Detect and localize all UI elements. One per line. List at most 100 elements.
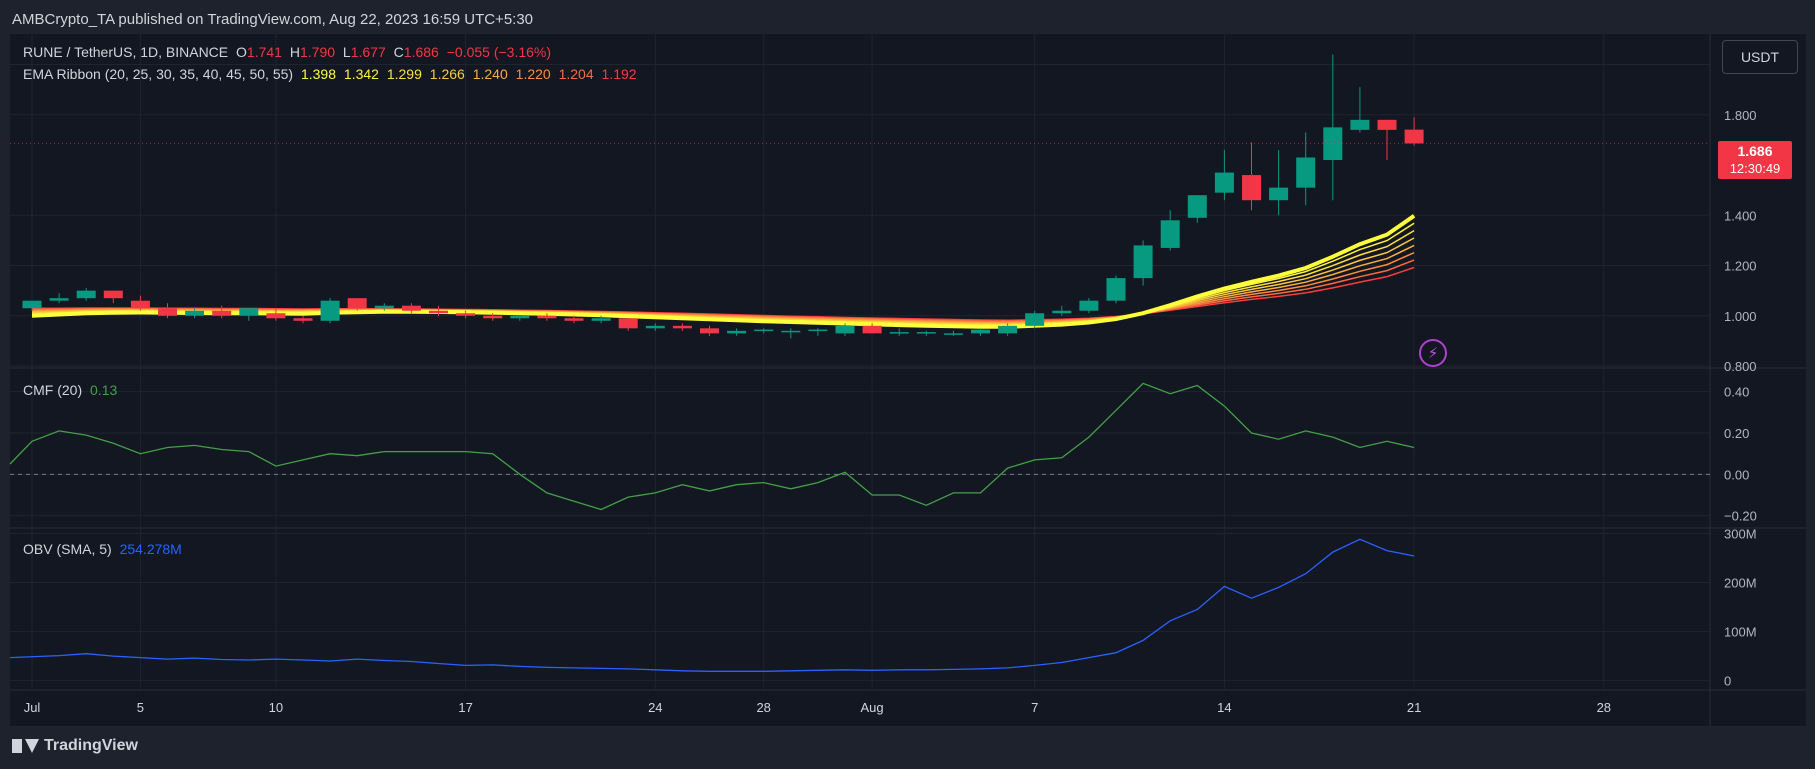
legend-ema-value: 1.204	[558, 66, 594, 82]
candle-body	[564, 318, 584, 321]
candle-body	[1214, 172, 1234, 193]
chart-frame	[10, 34, 1806, 726]
candle-body	[1296, 157, 1316, 188]
candle-body	[239, 308, 259, 316]
candle-body	[1133, 245, 1153, 279]
legend-o-label: O	[236, 44, 247, 60]
legend-open: 1.741	[246, 44, 282, 60]
candle-body	[1323, 127, 1343, 161]
obv-tick-label: 200M	[1724, 576, 1757, 591]
candle-body	[1242, 175, 1261, 201]
time-axis-label: 21	[1407, 700, 1421, 715]
candle-body	[998, 325, 1018, 334]
legend-ema-value: 1.220	[515, 66, 551, 82]
candle-body	[374, 305, 394, 309]
time-axis-label: 14	[1217, 700, 1231, 715]
bar-countdown: 12:30:49	[1729, 161, 1781, 176]
candle-body	[49, 298, 69, 301]
legend-ema-value: 1.398	[300, 66, 337, 82]
candle-body	[1404, 129, 1424, 144]
candle-body	[103, 290, 123, 299]
candle-body	[130, 300, 150, 309]
candle-body	[1052, 310, 1072, 314]
legend-h-label: H	[289, 44, 300, 60]
candle-body	[971, 329, 990, 334]
candle-body	[1106, 278, 1126, 301]
legend-obv-row: OBV (SMA, 5) 254.278M	[23, 541, 186, 557]
time-axis-label: 10	[269, 700, 283, 715]
legend-ema-value: 1.299	[386, 66, 422, 82]
legend-cmf-value: 0.13	[90, 382, 118, 398]
tradingview-logo[interactable]: TradingView	[12, 737, 138, 755]
legend-low: 1.677	[350, 44, 386, 60]
candle-body	[943, 333, 963, 335]
candle-body	[266, 313, 286, 319]
legend-ema-value: 1.192	[601, 66, 637, 82]
price-tick-label: 1.800	[1724, 108, 1757, 123]
candle-body	[618, 318, 638, 329]
legend-ema-value: 1.266	[429, 66, 465, 82]
obv-tick-label: 100M	[1724, 625, 1757, 640]
cmf-line	[9, 382, 1415, 511]
legend-obv-title: OBV (SMA, 5)	[23, 541, 112, 557]
price-tick-label: 1.000	[1724, 309, 1757, 324]
legend-high: 1.790	[299, 44, 336, 60]
candle-body	[781, 330, 801, 333]
legend-obv-value: 254.278M	[119, 541, 182, 557]
cmf-tick-label: 0.20	[1724, 426, 1749, 441]
legend-change: −0.055 (−3.16%)	[446, 44, 552, 60]
price-tick-label: 1.200	[1724, 259, 1757, 274]
legend-ema-value: 1.240	[472, 66, 508, 82]
candle-body	[1377, 119, 1397, 130]
tradingview-logo-text: TradingView	[44, 737, 138, 754]
candle-body	[76, 290, 96, 299]
last-price-value: 1.686	[1737, 143, 1773, 159]
time-axis-label: Jul	[24, 700, 41, 715]
legend-l-label: L	[342, 44, 351, 60]
candle-body	[727, 330, 747, 334]
time-axis-label: 28	[756, 700, 770, 715]
candle-body	[429, 310, 448, 314]
candle-body	[645, 325, 665, 329]
legend-close: 1.686	[403, 44, 439, 60]
lightning-icon[interactable]: ⚡	[1419, 339, 1447, 367]
time-axis-label: 7	[1031, 700, 1038, 715]
currency-unit-button[interactable]: USDT	[1722, 40, 1798, 74]
candle-body	[1187, 195, 1207, 218]
time-axis-label: Aug	[861, 700, 884, 715]
candle-body	[347, 298, 367, 309]
candle-body	[591, 318, 611, 321]
legend-cmf-title: CMF (20)	[23, 382, 83, 398]
time-axis-label: 28	[1597, 700, 1611, 715]
candle-body	[158, 308, 177, 316]
legend-c-label: C	[393, 44, 404, 60]
last-price-label: 1.686 12:30:49	[1718, 141, 1792, 179]
candle-body	[22, 300, 42, 309]
legend-symbol-row: RUNE / TetherUS, 1D, BINANCE O1.741 H1.7…	[23, 44, 555, 60]
publisher-line: AMBCrypto_TA published on TradingView.co…	[12, 11, 534, 28]
cmf-tick-label: −0.20	[1724, 509, 1757, 524]
candle-body	[510, 315, 530, 319]
legend-ema-row: EMA Ribbon (20, 25, 30, 35, 40, 45, 50, …	[23, 66, 641, 82]
cmf-tick-label: 0.00	[1724, 467, 1749, 482]
candle-body	[185, 310, 205, 316]
candle-body	[700, 328, 719, 334]
candle-body	[1350, 119, 1370, 130]
candle-body	[862, 325, 882, 334]
candle-body	[889, 332, 909, 334]
candle-body	[320, 300, 340, 321]
ema-ribbon-line	[31, 214, 1416, 329]
candle-body	[1079, 300, 1099, 311]
candle-body	[754, 329, 774, 332]
candle-body	[401, 305, 421, 311]
legend-cmf-row: CMF (20) 0.13	[23, 382, 121, 398]
time-axis-label: 17	[458, 700, 472, 715]
legend-ema-title: EMA Ribbon (20, 25, 30, 35, 40, 45, 50, …	[23, 66, 294, 82]
obv-tick-label: 300M	[1724, 526, 1757, 541]
price-tick-label: 1.400	[1724, 208, 1757, 223]
candle-body	[1025, 313, 1045, 326]
time-axis-label: 24	[648, 700, 662, 715]
legend-symbol: RUNE / TetherUS, 1D, BINANCE	[23, 44, 229, 60]
time-axis-label: 5	[137, 700, 144, 715]
